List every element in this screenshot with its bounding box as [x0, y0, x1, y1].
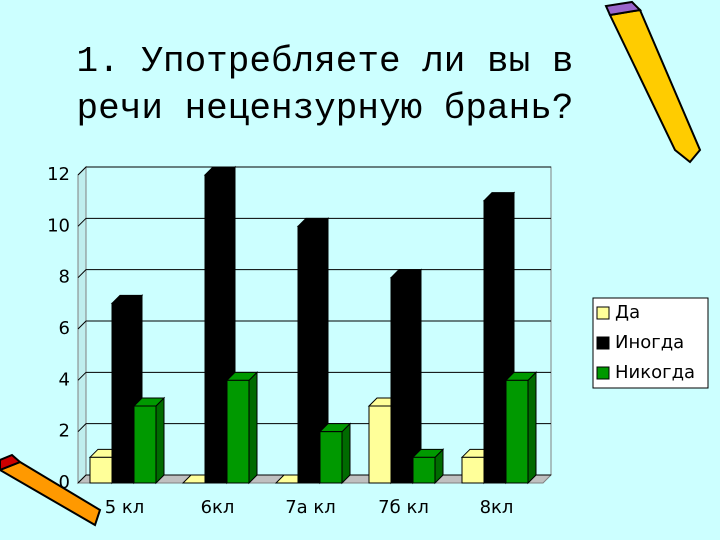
- bar-front: [297, 225, 321, 484]
- bar-side: [527, 371, 537, 485]
- y-tick-label: 10: [47, 215, 70, 236]
- bar-front: [483, 200, 507, 484]
- bar: [504, 371, 538, 485]
- y-tick-label: 2: [59, 421, 70, 442]
- bar: [318, 422, 352, 485]
- pencil-decoration: [0, 0, 702, 527]
- legend-label: Иногда: [615, 332, 684, 353]
- bar-front: [89, 456, 113, 484]
- bar-front: [111, 302, 135, 484]
- bar-front: [204, 174, 228, 484]
- bar-front: [133, 405, 157, 484]
- x-tick-label: 7а кл: [285, 497, 336, 518]
- x-tick-label: 8кл: [480, 497, 514, 518]
- y-tick-label: 4: [59, 369, 70, 390]
- bar: [482, 191, 516, 485]
- bar: [296, 217, 330, 485]
- legend-label: Да: [615, 302, 640, 323]
- bar-front: [505, 379, 529, 484]
- legend-box: [592, 297, 709, 389]
- grid-line: [77, 166, 551, 176]
- bar: [389, 268, 423, 485]
- y-tick-label: 8: [59, 267, 70, 288]
- legend-swatch: [596, 336, 610, 350]
- y-tick-label: 0: [59, 472, 70, 493]
- bar-front: [226, 379, 250, 484]
- bar-side: [341, 422, 351, 485]
- bar-side: [248, 371, 258, 485]
- bar-front: [368, 405, 392, 484]
- legend-swatch: [596, 306, 610, 320]
- bar: [225, 371, 259, 485]
- chart-title: 1. Употребляете ли вы в речи нецензурную…: [76, 41, 574, 129]
- x-tick-label: 6кл: [201, 497, 235, 518]
- bar-front: [319, 431, 343, 484]
- grid-line: [77, 269, 551, 279]
- legend-label: Никогда: [615, 362, 695, 383]
- bar-side: [155, 396, 165, 485]
- y-tick-label: 6: [59, 318, 70, 339]
- bar-front: [461, 456, 485, 484]
- grid-line: [77, 217, 551, 227]
- bar-front: [412, 456, 436, 484]
- bar: [132, 396, 166, 485]
- x-tick-label: 5 кл: [105, 497, 145, 518]
- legend-swatch: [596, 366, 610, 380]
- y-tick-label: 12: [47, 164, 70, 185]
- bar-front: [390, 277, 414, 484]
- x-tick-label: 7б кл: [378, 497, 429, 518]
- bar: [411, 448, 445, 485]
